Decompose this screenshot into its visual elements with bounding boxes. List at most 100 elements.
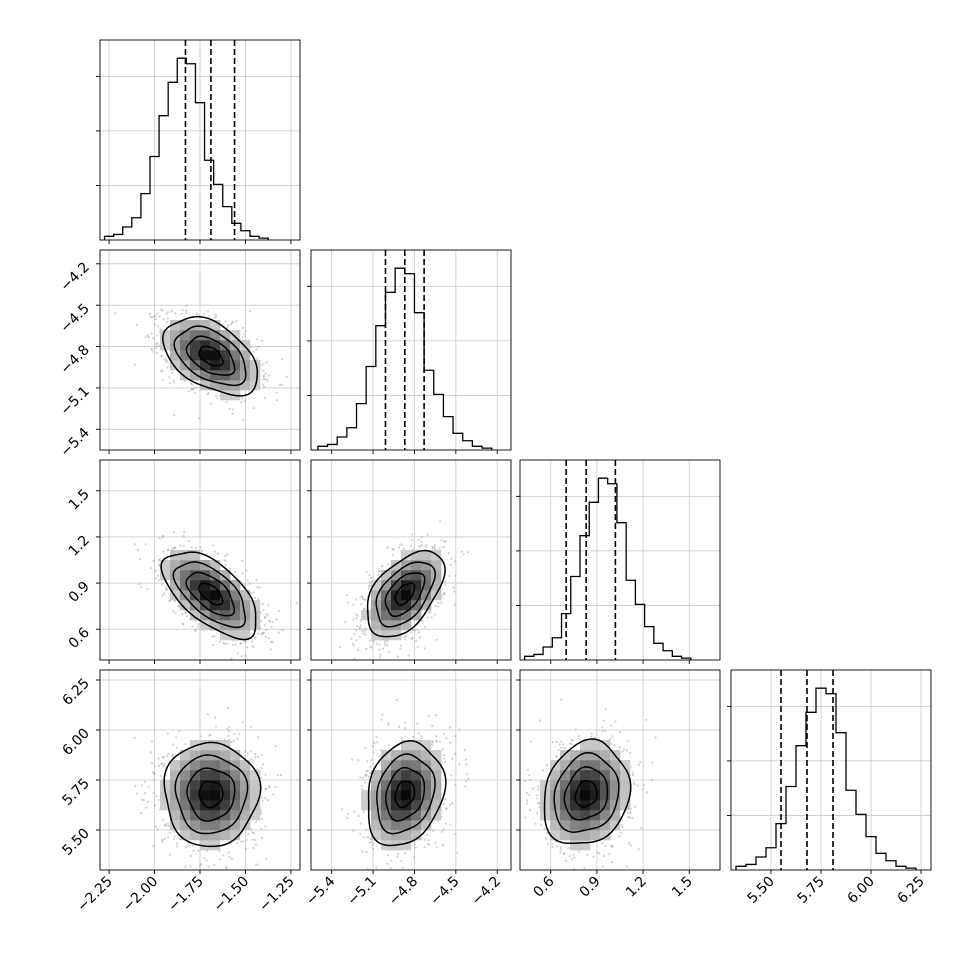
sample-point [431, 547, 434, 550]
sample-point [265, 361, 268, 364]
sample-point [152, 844, 155, 848]
sample-point [140, 811, 143, 815]
density-bin [220, 750, 231, 761]
scatter-panel-1-0 [100, 250, 300, 450]
sample-point [265, 857, 268, 860]
sample-point [173, 413, 176, 417]
density-bin [200, 760, 211, 771]
sample-point [631, 771, 634, 774]
sample-point [340, 808, 343, 811]
sample-point [364, 627, 367, 630]
x-tick-label: −2.00 [120, 874, 162, 916]
sample-point [186, 844, 189, 848]
sample-point [142, 798, 145, 802]
sample-point [161, 536, 165, 539]
sample-point [240, 655, 243, 658]
sample-point [400, 543, 403, 547]
sample-point [192, 388, 195, 391]
sample-point [191, 844, 195, 847]
sample-point [229, 567, 232, 570]
sample-point [165, 360, 168, 363]
sample-point [583, 867, 586, 870]
sample-point [203, 856, 206, 860]
sample-point [356, 625, 359, 628]
density-bin [431, 760, 442, 771]
sample-point [166, 317, 169, 320]
density-bin [600, 810, 611, 821]
density-bin [431, 750, 442, 761]
sample-point [420, 736, 423, 740]
sample-point [645, 791, 649, 794]
density-bin [560, 820, 571, 831]
sample-point [285, 375, 288, 378]
sample-point [543, 827, 546, 830]
sample-point [356, 648, 359, 651]
sample-point [365, 828, 368, 831]
density-bin [391, 770, 402, 781]
sample-point [171, 371, 174, 375]
sample-point [240, 401, 243, 404]
density-bin [160, 800, 171, 811]
sample-point [146, 800, 150, 803]
sample-point [444, 761, 447, 764]
sample-point [637, 763, 640, 766]
sample-point [632, 781, 635, 784]
sample-point [257, 736, 260, 739]
sample-point [350, 637, 353, 640]
sample-point [154, 317, 157, 321]
density-bin [170, 330, 181, 341]
sample-point [153, 772, 156, 775]
density-bin [180, 550, 191, 561]
sample-point [197, 849, 200, 852]
sample-point [166, 311, 170, 314]
sample-point [226, 326, 229, 329]
sample-point [158, 315, 161, 318]
density-bin [230, 620, 241, 631]
sample-point [463, 748, 466, 752]
sample-point [417, 732, 420, 735]
density-bin [411, 750, 422, 761]
sample-point [173, 835, 176, 838]
sample-point [537, 788, 540, 791]
sample-point [361, 784, 364, 788]
sample-point [387, 744, 390, 747]
sample-point [194, 628, 198, 631]
density-bin [381, 780, 392, 791]
sample-point [256, 345, 259, 348]
sample-point [240, 840, 243, 843]
sample-point [421, 619, 424, 622]
density-bin [401, 810, 412, 821]
density-bin [190, 600, 201, 611]
density-bin [220, 830, 231, 841]
sample-point [629, 812, 632, 815]
sample-point [444, 584, 447, 587]
sample-point [364, 747, 367, 750]
sample-point [174, 612, 177, 615]
sample-point [207, 392, 210, 395]
sample-point [447, 551, 451, 555]
sample-point [190, 854, 193, 858]
sample-point [359, 595, 362, 598]
sample-point [163, 837, 166, 841]
density-bin [220, 820, 231, 831]
density-bin [560, 830, 571, 841]
sample-point [174, 312, 177, 315]
sample-point [364, 633, 367, 636]
sample-point [568, 855, 571, 858]
density-bin [600, 830, 611, 841]
sample-point [170, 310, 173, 313]
density-bin [560, 780, 571, 791]
sample-point [144, 336, 147, 339]
density-bin [391, 820, 402, 831]
sample-point [190, 546, 194, 549]
sample-point [404, 635, 407, 638]
sample-point [234, 570, 237, 574]
sample-point [551, 741, 554, 744]
sample-point [162, 819, 165, 822]
sample-point [586, 853, 589, 856]
density-bin [180, 330, 191, 341]
density-bin [411, 610, 422, 621]
sample-point [425, 834, 429, 837]
sample-point [538, 806, 541, 809]
sample-point [352, 603, 355, 606]
